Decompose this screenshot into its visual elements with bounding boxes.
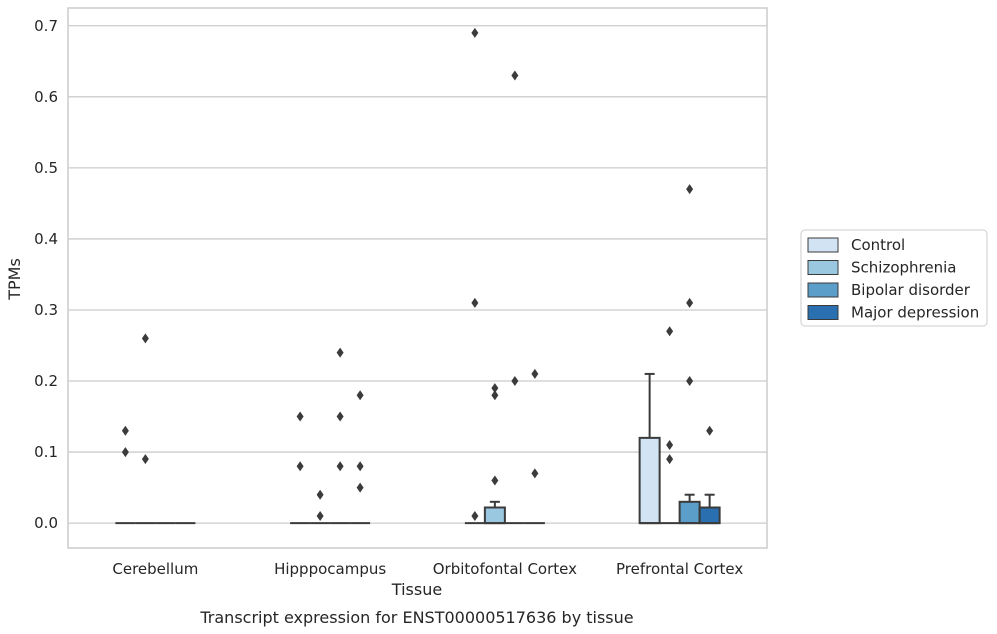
outlier-point [141, 333, 149, 344]
outlier-point [141, 454, 149, 465]
outlier-point [336, 461, 344, 472]
outlier-point [511, 376, 519, 387]
outlier-point [121, 425, 129, 436]
outlier-point [356, 482, 364, 493]
series-control [115, 27, 661, 525]
outlier-point [666, 326, 674, 337]
y-tick-label: 0.7 [34, 17, 58, 35]
y-axis-ticks: 0.0 0.1 0.2 0.3 0.4 0.5 0.6 0.7 [34, 17, 58, 532]
box-series [115, 27, 721, 525]
outlier-point [296, 461, 304, 472]
outlier-point [336, 347, 344, 358]
plot-area-frame [67, 7, 768, 549]
outlier-point [471, 297, 479, 308]
outlier-point [666, 454, 674, 465]
legend-label: Bipolar disorder [851, 281, 971, 299]
outlier-point [686, 184, 694, 195]
outlier-point [666, 439, 674, 450]
y-tick-label: 0.3 [34, 301, 58, 319]
outlier-point [531, 368, 539, 379]
outlier-point [531, 468, 539, 479]
outlier-point [316, 511, 324, 522]
legend-swatch [807, 282, 839, 298]
outlier-point [706, 425, 714, 436]
outlier-point [491, 475, 499, 486]
y-tick-label: 0.4 [34, 230, 58, 248]
x-tick-label: Prefrontal Cortex [616, 560, 743, 578]
y-tick-label: 0.0 [34, 514, 58, 532]
series-schizophrenia [135, 326, 680, 525]
legend-swatch [807, 260, 839, 275]
legend-label: Schizophrenia [851, 259, 956, 277]
outlier-point [316, 489, 324, 500]
legend: Control Schizophrenia Bipolar disorder Majo… [800, 229, 988, 327]
figure-caption: Transcript expression for ENST0000051763… [199, 608, 633, 627]
x-axis-title: Tissue [391, 580, 442, 599]
outlier-point [491, 390, 499, 401]
y-tick-label: 0.5 [34, 159, 58, 177]
y-tick-label: 0.6 [34, 88, 58, 106]
x-tick-label: Hipppocampus [274, 560, 386, 578]
outlier-point [356, 390, 364, 401]
y-tick-label: 0.2 [34, 372, 58, 390]
box [698, 506, 721, 525]
x-tick-label: Orbitofontal Cortex [433, 560, 577, 578]
outlier-point [336, 411, 344, 422]
x-axis-ticks: Cerebellum Hipppocampus Orbitofontal Corte… [112, 560, 743, 578]
outlier-point [471, 511, 479, 522]
x-tick-label: Cerebellum [112, 560, 198, 578]
outlier-point [686, 297, 694, 308]
outlier-point [491, 383, 499, 394]
box [483, 506, 506, 525]
outlier-point [121, 447, 129, 458]
outlier-point [296, 411, 304, 422]
outlier-point [686, 376, 694, 387]
y-axis-title: TPMs [5, 258, 24, 301]
legend-swatch [807, 237, 839, 253]
legend-frame [800, 229, 988, 327]
outlier-point [511, 70, 519, 81]
y-tick-label: 0.1 [34, 443, 58, 461]
outlier-point [356, 461, 364, 472]
box [638, 436, 661, 525]
grid-lines [68, 25, 767, 524]
legend-label: Major depression [851, 304, 979, 322]
box [678, 500, 701, 525]
outlier-point [471, 27, 479, 38]
legend-label: Control [851, 236, 905, 254]
series-bipolar-disorder [155, 70, 701, 525]
series-major-depression [175, 368, 721, 525]
legend-swatch [807, 305, 839, 320]
